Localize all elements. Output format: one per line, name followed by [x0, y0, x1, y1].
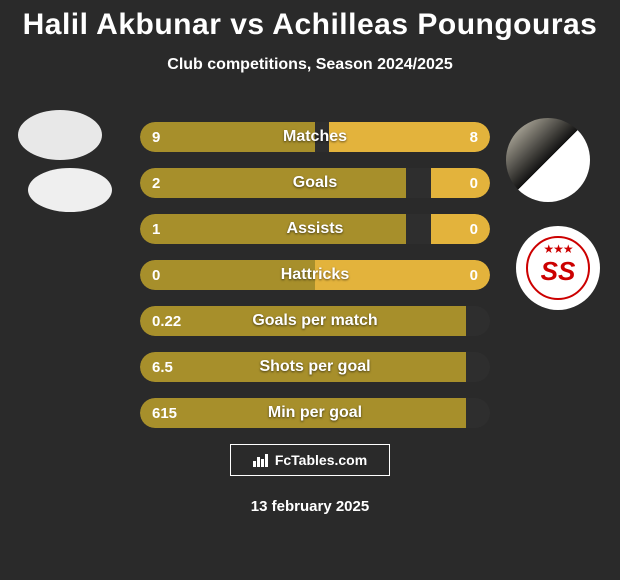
value-right: 8: [470, 122, 478, 152]
sivasspor-badge: ★★★ SS: [526, 236, 590, 300]
badge-letters: SS: [541, 256, 576, 287]
stat-label: Min per goal: [140, 398, 490, 428]
stat-row-spg: 6.5 Shots per goal: [140, 352, 490, 382]
page-title: Halil Akbunar vs Achilleas Poungouras: [0, 0, 620, 42]
stat-row-goals: 2 Goals 0: [140, 168, 490, 198]
brand-badge[interactable]: FcTables.com: [230, 444, 390, 476]
stat-label: Hattricks: [140, 260, 490, 290]
chart-icon: [253, 453, 269, 467]
stat-label: Shots per goal: [140, 352, 490, 382]
player2-avatar: [506, 118, 590, 202]
subtitle: Club competitions, Season 2024/2025: [0, 56, 620, 74]
stat-row-assists: 1 Assists 0: [140, 214, 490, 244]
stat-row-matches: 9 Matches 8: [140, 122, 490, 152]
stats-container: 9 Matches 8 2 Goals 0 1 Assists 0 0 Hatt…: [140, 122, 490, 444]
stat-row-mpg: 615 Min per goal: [140, 398, 490, 428]
badge-stars: ★★★: [543, 242, 572, 256]
value-right: 0: [470, 260, 478, 290]
brand-text: FcTables.com: [275, 452, 367, 468]
stat-label: Assists: [140, 214, 490, 244]
stat-row-gpm: 0.22 Goals per match: [140, 306, 490, 336]
stat-label: Matches: [140, 122, 490, 152]
stat-label: Goals: [140, 168, 490, 198]
value-right: 0: [470, 214, 478, 244]
value-right: 0: [470, 168, 478, 198]
stat-row-hattricks: 0 Hattricks 0: [140, 260, 490, 290]
player2-club-logo: ★★★ SS: [516, 226, 600, 310]
stat-label: Goals per match: [140, 306, 490, 336]
player1-club-logo: [28, 168, 112, 212]
date: 13 february 2025: [0, 498, 620, 515]
player1-avatar: [18, 110, 102, 160]
